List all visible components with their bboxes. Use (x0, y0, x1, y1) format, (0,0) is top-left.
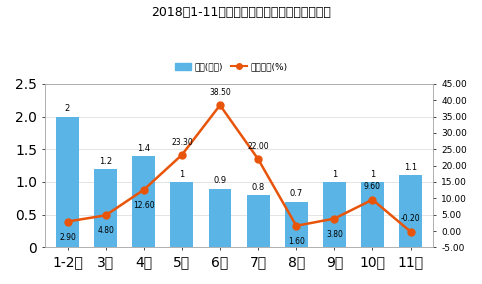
Text: 4.80: 4.80 (97, 226, 114, 235)
Bar (209, 189, 231, 247)
Text: 38.50: 38.50 (209, 88, 231, 97)
Bar (171, 182, 193, 247)
Text: -0.20: -0.20 (401, 214, 420, 223)
Bar (361, 182, 384, 247)
同比增长(%) (65, 220, 70, 223)
Text: 1: 1 (332, 170, 337, 179)
Bar (133, 156, 155, 247)
Text: 9.60: 9.60 (364, 182, 381, 191)
Text: 1: 1 (370, 170, 375, 179)
Line: 同比增长(%): 同比增长(%) (64, 102, 414, 235)
Bar (94, 169, 117, 247)
Text: 1.4: 1.4 (137, 144, 150, 153)
Text: 22.00: 22.00 (247, 142, 269, 151)
Text: 1.1: 1.1 (404, 163, 417, 172)
同比增长(%) (103, 214, 108, 217)
Text: 1.60: 1.60 (288, 237, 305, 246)
Legend: 产量(万吨), 同比增长(%): 产量(万吨), 同比增长(%) (172, 59, 291, 75)
Text: 12.60: 12.60 (133, 201, 155, 210)
Bar (323, 182, 346, 247)
同比增长(%) (408, 230, 414, 233)
Text: 1.2: 1.2 (99, 157, 112, 166)
Bar (247, 195, 269, 247)
Text: 3.80: 3.80 (326, 230, 343, 239)
Text: 0.8: 0.8 (252, 183, 265, 192)
Text: 2: 2 (65, 104, 70, 113)
同比增长(%) (217, 103, 223, 107)
Text: 2018年1-11月安徽省化学农药产量及增长情况: 2018年1-11月安徽省化学农药产量及增长情况 (151, 6, 331, 19)
同比增长(%) (255, 157, 261, 161)
Bar (399, 176, 422, 247)
同比增长(%) (141, 188, 147, 191)
同比增长(%) (294, 224, 299, 227)
Text: 0.7: 0.7 (290, 189, 303, 198)
Text: 23.30: 23.30 (171, 137, 193, 147)
Bar (56, 117, 79, 247)
Text: 1: 1 (179, 170, 185, 179)
Text: 0.9: 0.9 (214, 176, 227, 185)
Text: 2.90: 2.90 (59, 233, 76, 242)
同比增长(%) (179, 153, 185, 156)
Bar (285, 202, 308, 247)
同比增长(%) (332, 217, 337, 220)
同比增长(%) (370, 198, 375, 201)
